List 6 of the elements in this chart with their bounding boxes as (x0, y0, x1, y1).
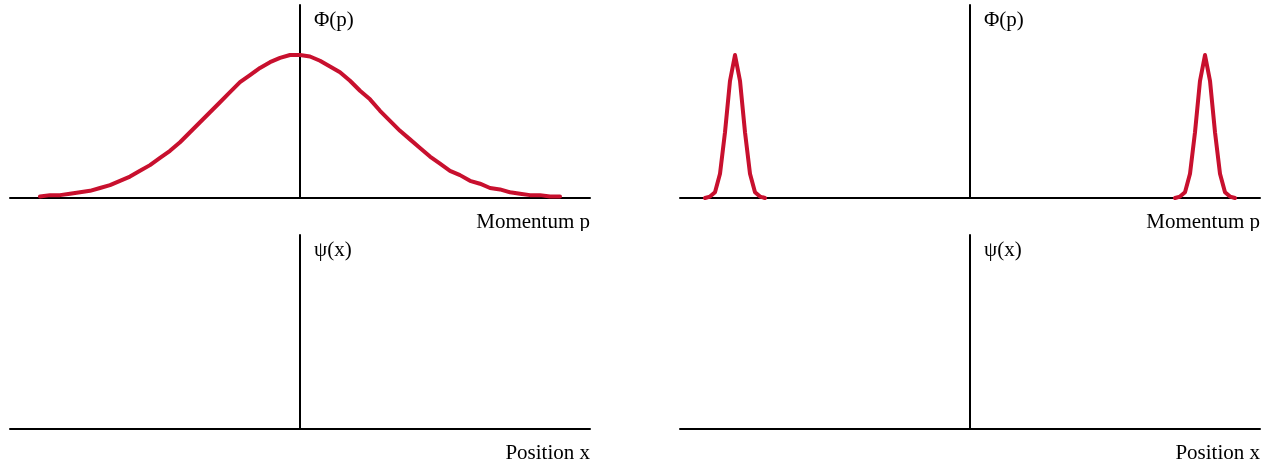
y-axis-title: Φ(p) (984, 6, 1024, 31)
text: Position x (505, 439, 591, 462)
text: Position x (1175, 439, 1261, 462)
text: ψ(x) (314, 236, 352, 261)
text: ψ(x) (984, 236, 1022, 261)
y-axis-title: Φ(p) (314, 6, 354, 31)
